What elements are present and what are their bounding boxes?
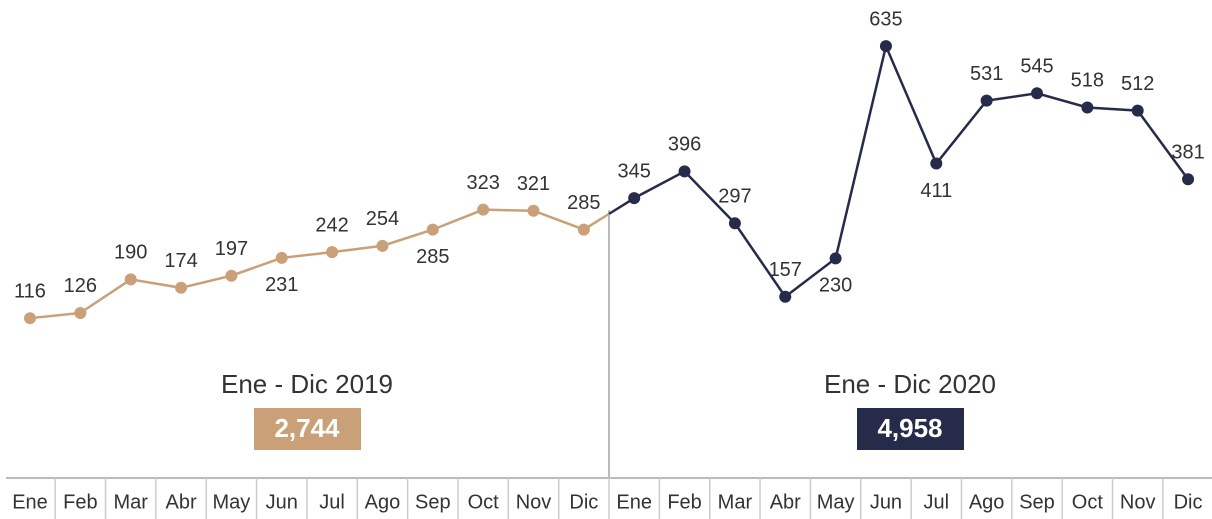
data-label: 285	[567, 192, 600, 214]
point	[1031, 87, 1043, 100]
point	[124, 273, 137, 286]
x-tick-label: Ago	[365, 491, 401, 513]
point	[326, 246, 339, 259]
point	[376, 239, 389, 252]
x-tick-label: Jul	[924, 491, 950, 513]
x-tick-label: Nov	[516, 491, 552, 513]
x-tick-label: May	[817, 491, 855, 513]
data-label: 190	[114, 242, 147, 264]
data-label: 396	[668, 134, 701, 156]
point	[779, 290, 792, 303]
data-label: 157	[769, 259, 802, 281]
x-tick-label: Nov	[1120, 491, 1156, 513]
x-tick-label: May	[213, 491, 251, 513]
data-label: 518	[1071, 70, 1104, 92]
x-tick-label: Oct	[1072, 491, 1104, 513]
point	[678, 165, 691, 178]
data-label: 285	[416, 246, 449, 268]
x-tick-label: Dic	[1174, 491, 1203, 513]
series-line	[633, 42, 1190, 299]
data-label: 254	[366, 208, 399, 230]
point	[980, 94, 993, 107]
x-tick-label: Ene	[616, 491, 652, 513]
total-label: 2,744	[274, 413, 340, 443]
data-label: 126	[64, 275, 97, 297]
point	[879, 40, 892, 53]
x-tick-label: Jul	[319, 491, 345, 513]
x-tick-label: Oct	[468, 491, 500, 513]
point	[24, 312, 36, 325]
data-label: 230	[819, 275, 852, 297]
data-label: 345	[618, 160, 651, 182]
x-tick-label: Abr	[770, 491, 801, 513]
data-label: 197	[215, 238, 248, 260]
x-tick-label: Mar	[113, 491, 148, 513]
point	[1081, 101, 1094, 114]
x-tick-label: Feb	[63, 491, 97, 513]
point	[628, 192, 641, 205]
point	[829, 252, 842, 265]
period-label: Ene - Dic 2019	[221, 369, 393, 399]
data-label: 174	[164, 250, 197, 272]
data-label: 231	[265, 274, 298, 296]
data-label: 531	[970, 63, 1003, 85]
point	[527, 204, 540, 217]
point	[426, 223, 439, 236]
x-tick-label: Dic	[569, 491, 598, 513]
point	[1182, 173, 1195, 186]
data-label: 545	[1020, 56, 1053, 78]
x-tick-label: Jun	[266, 491, 298, 513]
data-label: 116	[14, 280, 46, 302]
data-label: 411	[920, 180, 952, 202]
data-label: 323	[466, 172, 499, 194]
x-tick-label: Ene	[12, 491, 48, 513]
total-box	[857, 408, 964, 450]
point	[275, 251, 288, 264]
point	[728, 217, 741, 230]
point	[1131, 104, 1144, 117]
x-tick-label: Jun	[870, 491, 902, 513]
x-tick-label: Abr	[165, 491, 196, 513]
data-label: 512	[1121, 73, 1154, 95]
data-label: 321	[517, 173, 550, 195]
point	[74, 306, 87, 319]
total-box	[254, 408, 361, 450]
series-line	[29, 208, 585, 320]
x-tick-label: Sep	[415, 491, 451, 513]
data-label: 297	[718, 186, 751, 208]
x-tick-label: Feb	[667, 491, 701, 513]
point	[930, 157, 943, 170]
period-label: Ene - Dic 2020	[824, 369, 996, 399]
data-label: 381	[1171, 142, 1204, 164]
point	[477, 203, 490, 216]
total-label: 4,958	[877, 413, 942, 443]
x-tick-label: Sep	[1019, 491, 1055, 513]
data-label: 635	[869, 8, 902, 30]
x-tick-label: Mar	[718, 491, 753, 513]
point	[577, 223, 590, 236]
data-label: 242	[315, 214, 348, 236]
point	[175, 281, 188, 294]
point	[225, 269, 238, 282]
x-tick-label: Ago	[969, 491, 1005, 513]
